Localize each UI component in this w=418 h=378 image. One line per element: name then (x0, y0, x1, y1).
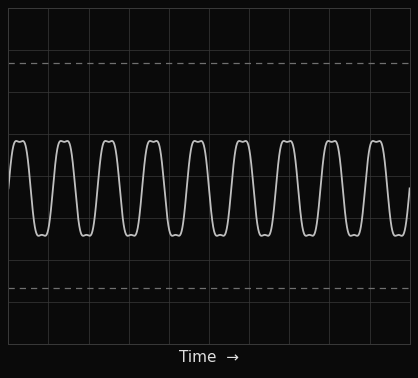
X-axis label: Time  →: Time → (179, 350, 239, 364)
